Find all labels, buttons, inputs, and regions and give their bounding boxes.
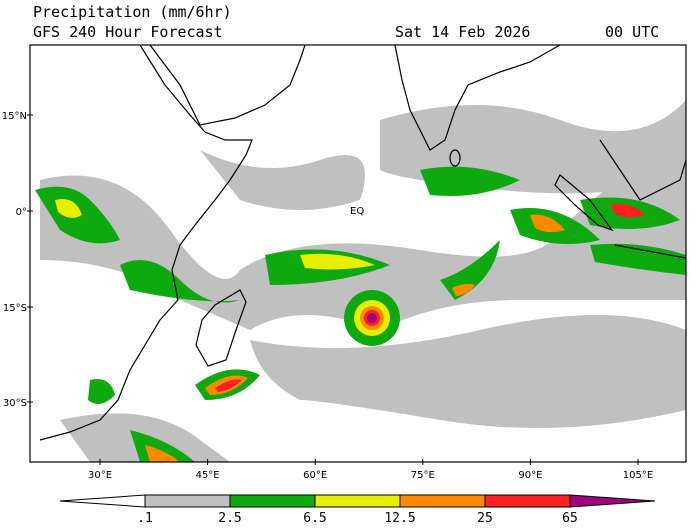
lon-label: 30°E xyxy=(88,470,112,481)
colorbar-segment xyxy=(399,494,486,508)
lon-label: 60°E xyxy=(303,470,327,481)
lon-label: 105°E xyxy=(623,470,653,481)
colorbar-label: .1 xyxy=(137,511,153,525)
lat-label: 30°S xyxy=(3,398,27,409)
colorbar-label: 25 xyxy=(477,511,493,525)
lon-label: 45°E xyxy=(196,470,220,481)
coastlines xyxy=(39,44,687,441)
colorbar-end xyxy=(59,494,146,508)
lat-label: 0° xyxy=(16,207,27,218)
colorbar-label: 6.5 xyxy=(303,511,326,525)
colorbar-segment xyxy=(229,494,316,508)
lat-label: 15°S xyxy=(3,303,27,314)
colorbar-label: 2.5 xyxy=(218,511,241,525)
title: Precipitation (mm/6hr) xyxy=(33,3,232,21)
equator-label: EQ xyxy=(350,206,364,217)
colorbar-segment xyxy=(314,494,401,508)
lon-label: 90°E xyxy=(518,470,542,481)
colorbar-label: 12.5 xyxy=(384,511,415,525)
lon-label: 75°E xyxy=(411,470,435,481)
precip xyxy=(35,100,686,462)
colorbar-segment xyxy=(144,494,231,508)
colorbar-end xyxy=(569,494,656,508)
colorbar-label: 65 xyxy=(562,511,578,525)
time: 00 UTC xyxy=(605,23,659,41)
colorbar-segment xyxy=(484,494,571,508)
map-frame xyxy=(29,44,687,463)
date: Sat 14 Feb 2026 xyxy=(395,23,530,41)
subtitle: GFS 240 Hour Forecast xyxy=(33,23,223,41)
lat-label: 15°N xyxy=(2,111,27,122)
